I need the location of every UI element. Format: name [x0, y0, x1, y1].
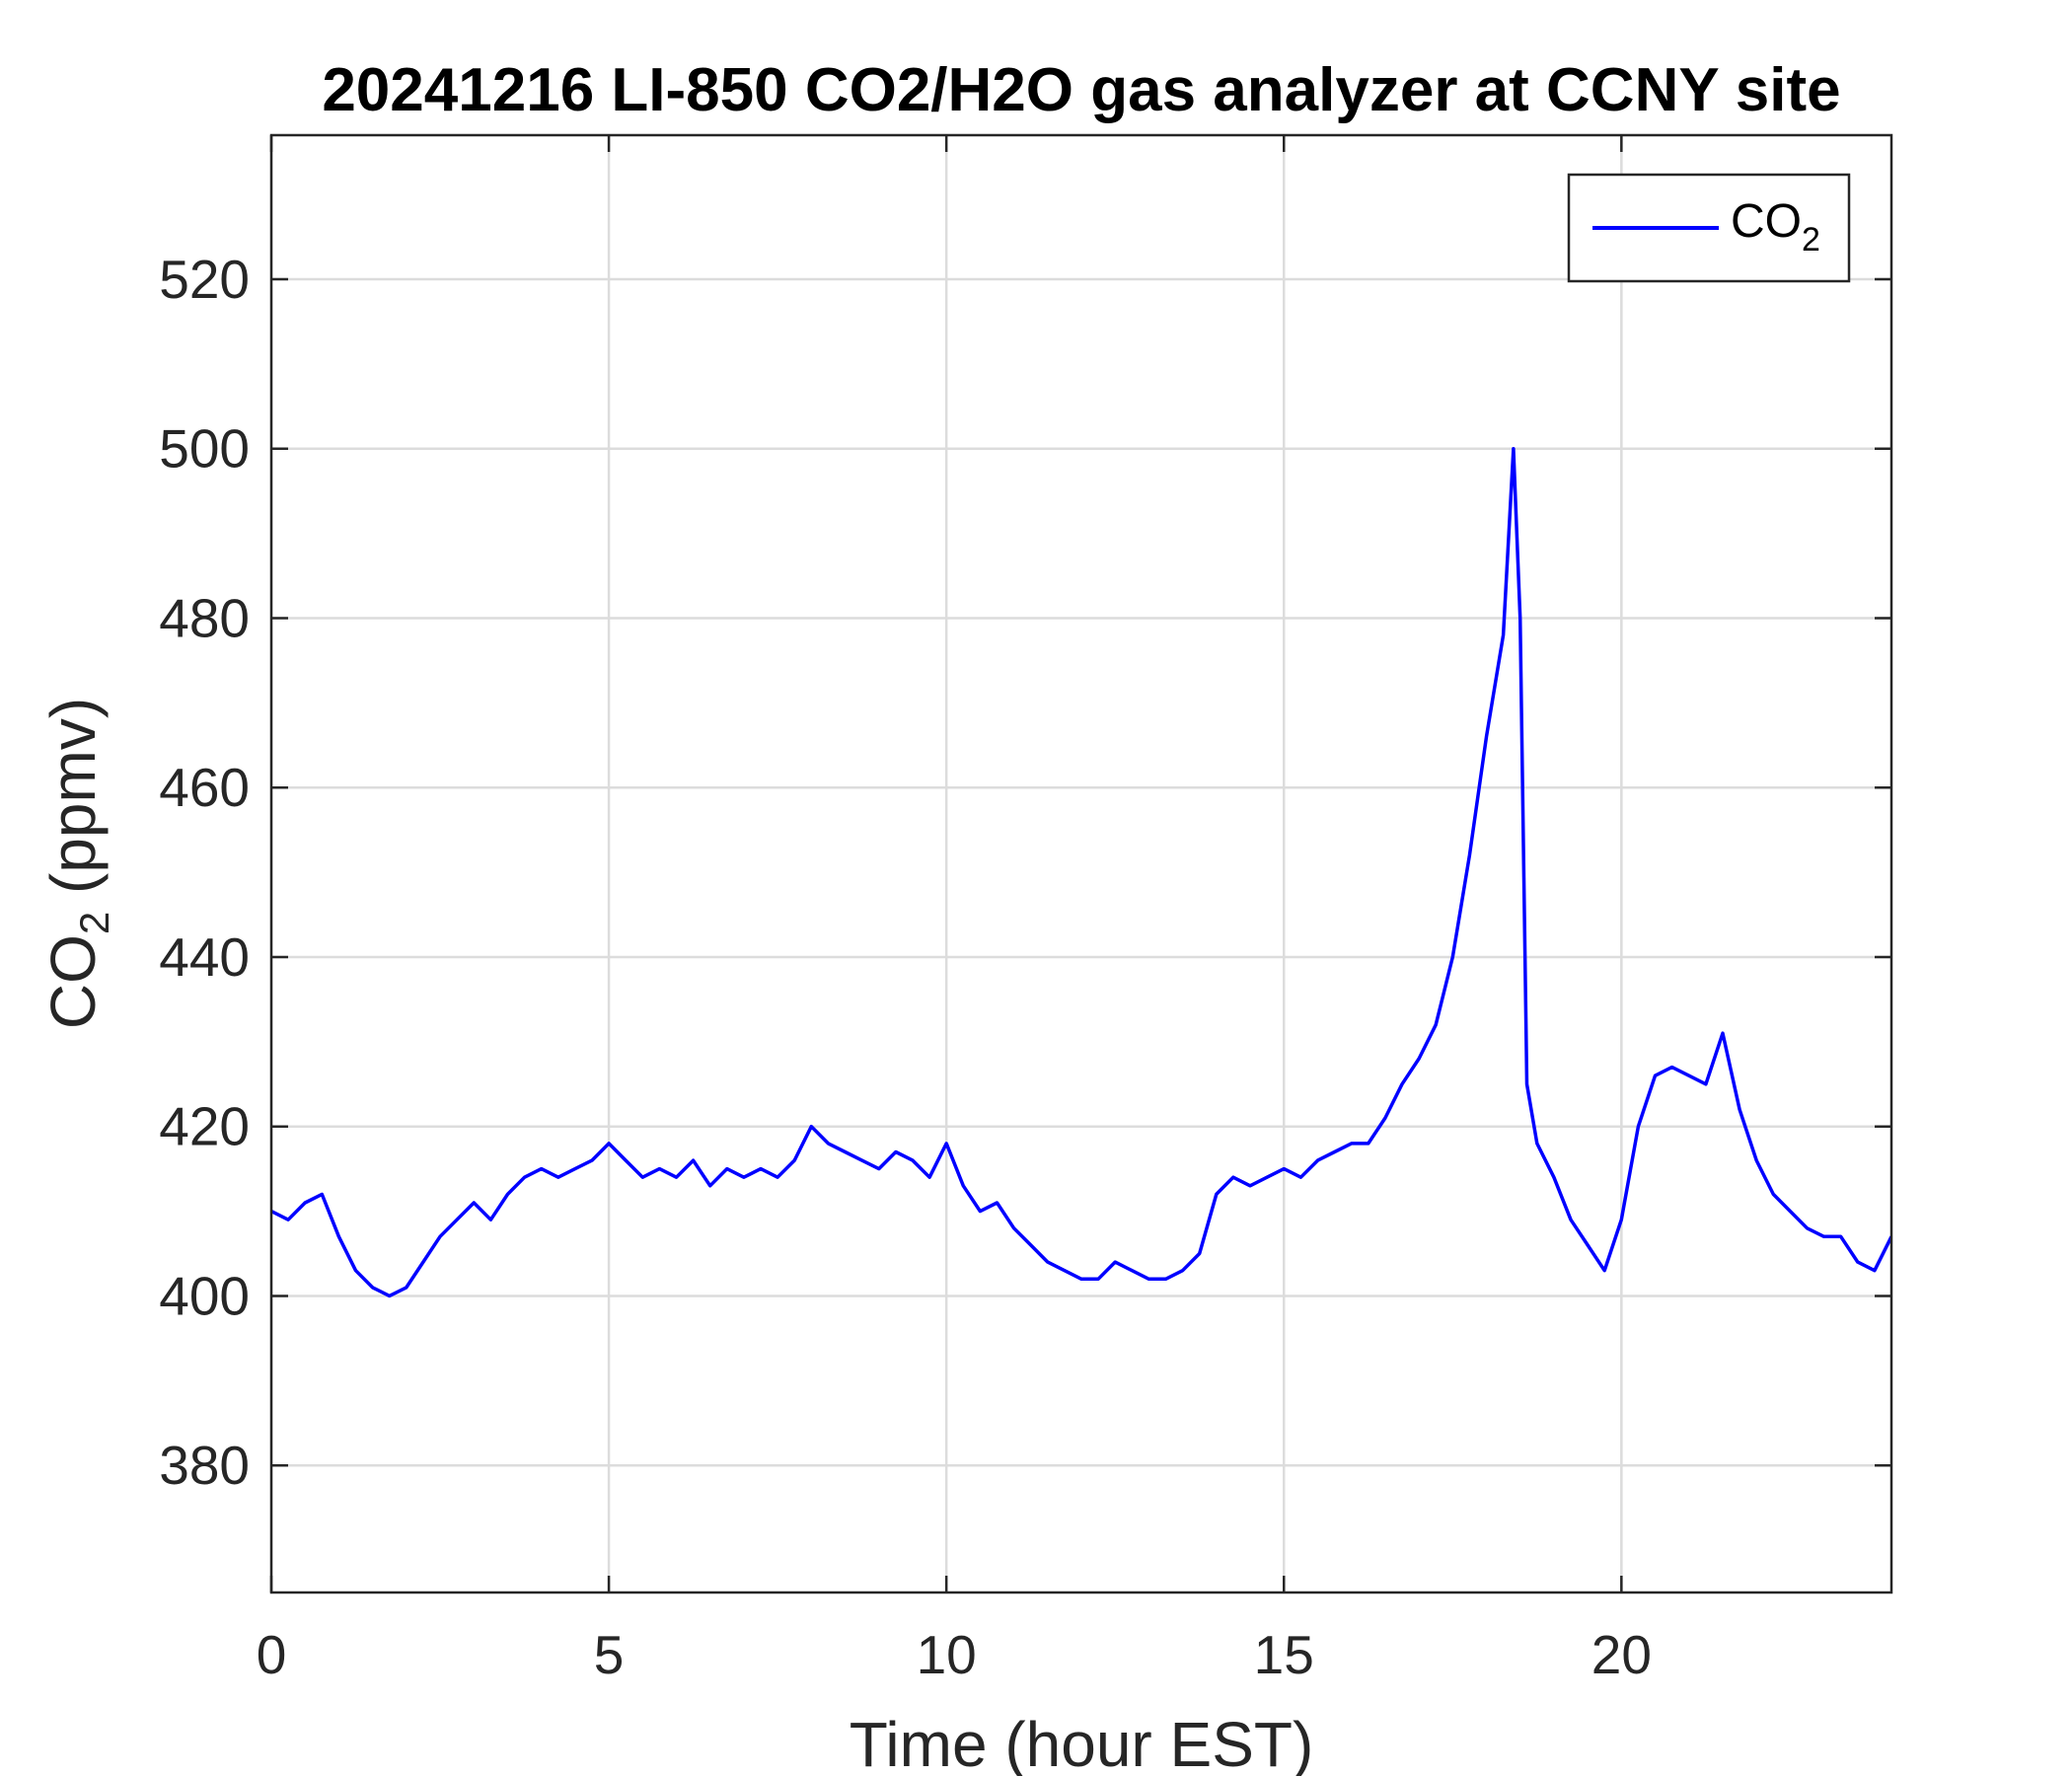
- x-tick-label: 15: [1254, 1624, 1314, 1685]
- plot-frame: [269, 133, 1893, 1594]
- x-axis-label: Time (hour EST): [850, 1709, 1314, 1776]
- y-axis-label: CO2 (ppmv): [37, 698, 117, 1029]
- tick-marks: [269, 135, 1891, 1592]
- grid-lines: [269, 135, 1891, 1592]
- legend: CO2: [1567, 173, 1851, 283]
- series-layer: [271, 446, 1891, 1298]
- chart-title: 20241216 LI-850 CO2/H2O gas analyzer at …: [322, 56, 1840, 124]
- y-axis-label-units: (ppmv): [37, 698, 109, 912]
- y-tick-label: 520: [159, 249, 250, 310]
- y-tick-label: 480: [159, 587, 250, 648]
- x-tick-label: 0: [257, 1624, 287, 1685]
- y-tick-label: 400: [159, 1265, 250, 1326]
- y-tick-label: 460: [159, 757, 250, 818]
- x-tick-label: 20: [1591, 1624, 1652, 1685]
- y-tick-label: 420: [159, 1096, 250, 1157]
- x-tick-labels: 0 5 10 15 20: [257, 1624, 1652, 1685]
- y-tick-label: 500: [159, 418, 250, 480]
- legend-label: CO2: [1731, 195, 1820, 259]
- legend-label-base: CO: [1731, 195, 1802, 248]
- y-tick-labels: 380 400 420 440 460 480 500 520: [159, 249, 250, 1496]
- y-axis-label-subscript: 2: [71, 912, 117, 934]
- x-tick-label: 5: [594, 1624, 625, 1685]
- x-tick-label: 10: [917, 1624, 977, 1685]
- y-axis-label-base: CO: [37, 934, 109, 1029]
- co2-series-line: [271, 446, 1891, 1298]
- legend-label-subscript: 2: [1802, 221, 1820, 259]
- y-tick-label: 440: [159, 926, 250, 988]
- y-tick-label: 380: [159, 1435, 250, 1496]
